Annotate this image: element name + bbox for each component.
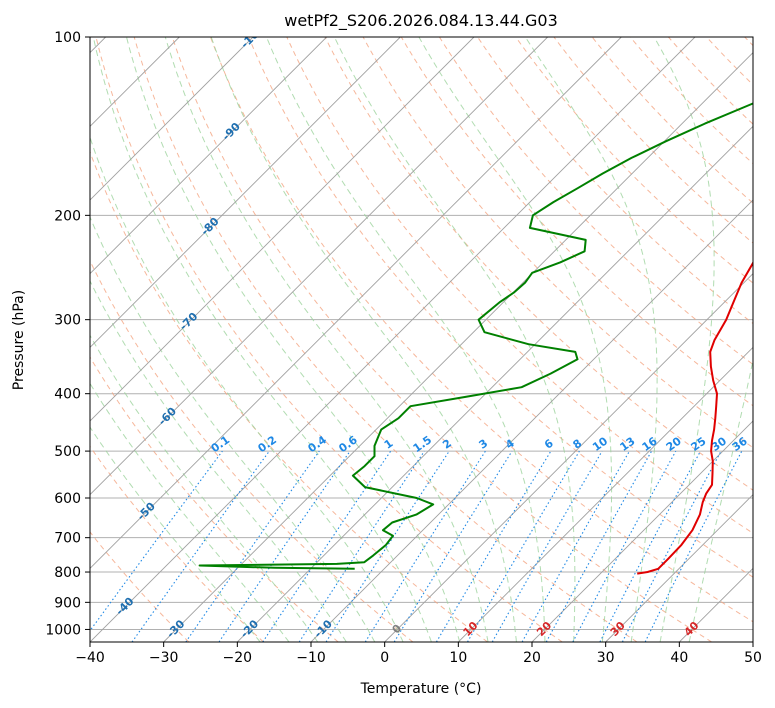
moist-adiabat-line: [90, 426, 261, 642]
x-tick-label: 20: [523, 650, 541, 666]
dry-adiabat-line: [248, 37, 753, 578]
moist-adiabat-line: [653, 37, 715, 642]
x-axis-label: Temperature (°C): [360, 681, 482, 697]
dry-adiabat-line: [90, 356, 339, 642]
y-tick-label: 500: [54, 444, 81, 460]
isotherm-line: [90, 37, 254, 201]
y-tick-label: 1000: [45, 622, 81, 638]
mixing-ratio-line: [218, 450, 351, 642]
chart-title: wetPf2_S206.2026.084.13.44.G03: [284, 11, 558, 31]
plot-frame: [89, 36, 754, 643]
moist-adiabat-line: [524, 37, 658, 642]
moist-adiabat-line: [418, 37, 613, 642]
x-tick-label: −30: [149, 650, 179, 666]
y-tick-label: 200: [54, 208, 81, 224]
x-tick-label: 10: [449, 650, 467, 666]
dry-adiabats: [90, 37, 753, 642]
isotherm-line: [90, 37, 548, 496]
y-tick-label: 300: [54, 313, 81, 329]
isotherm-line: [605, 494, 753, 642]
dry-adiabat-line: [90, 259, 414, 642]
moist-adiabat-line: [688, 358, 753, 642]
mixing-ratio-line: [90, 450, 223, 632]
mixing-ratio-line: [393, 450, 513, 642]
dry-adiabat-line: [324, 37, 753, 491]
moist-adiabat-line: [333, 37, 576, 642]
x-tick-label: −10: [296, 650, 326, 666]
x-tick-label: 0: [380, 650, 389, 666]
pressure-gridlines: [90, 37, 753, 630]
mixing-ratio-line: [644, 450, 743, 642]
moist-adiabat-line: [90, 334, 319, 642]
moist-adiabat-line: [92, 37, 432, 642]
moist-adiabat-line: [164, 37, 489, 642]
y-axis-label: Pressure (hPa): [11, 290, 27, 390]
y-tick-label: 900: [54, 595, 81, 611]
x-tick-label: −40: [75, 650, 105, 666]
isotherm-line: [458, 346, 753, 642]
dewpoint-line: [198, 102, 753, 570]
isotherm-line: [384, 273, 753, 642]
dry-adiabat-line: [400, 37, 753, 407]
moist-adiabat-line: [126, 37, 461, 642]
y-tick-label: 800: [54, 565, 81, 581]
isotherm-line: [310, 199, 753, 642]
dry-adiabat-line: [133, 37, 638, 642]
dry-adiabat-line: [210, 37, 753, 623]
isotherm-line: [163, 52, 753, 642]
x-tick-label: 30: [597, 650, 615, 666]
moist-adiabat-line: [90, 382, 290, 642]
x-tick-label: −20: [223, 650, 253, 666]
sounding-series: [198, 102, 753, 575]
y-axis-ticks: 100 200 300 400 500 600 700 800 900 1000: [45, 30, 90, 638]
isotherm-line: [90, 37, 696, 642]
temperature-line: [637, 261, 753, 575]
dry-adiabat-line: [95, 37, 563, 642]
y-tick-label: 400: [54, 387, 81, 403]
moist-adiabat-line: [210, 37, 517, 642]
y-tick-label: 700: [54, 531, 81, 547]
x-tick-label: 50: [744, 650, 762, 666]
mixing-ratio-line: [185, 450, 320, 642]
y-tick-label: 600: [54, 491, 81, 507]
moist-adiabat-line: [266, 37, 546, 642]
isotherm-line: [531, 420, 753, 642]
x-axis-ticks: −40 −30 −20 −10 0 10 20 30 40 50: [75, 642, 762, 666]
isotherm-line: [237, 125, 753, 642]
dry-adiabat-line: [286, 37, 753, 534]
mixing-ratio-line: [262, 450, 392, 642]
isotherm-line: [90, 37, 475, 422]
isotherms: [90, 37, 753, 642]
mixing-ratio-line: [572, 450, 677, 642]
dry-adiabat-line: [438, 37, 753, 366]
mixing-ratio-line: [521, 450, 630, 642]
mixing-ratio-line: [545, 450, 653, 642]
x-tick-label: 40: [670, 650, 688, 666]
mixing-ratio-line: [131, 450, 270, 642]
moist-adiabat-line: [90, 215, 376, 642]
isotherm-line: [90, 37, 401, 348]
isotherm-line: [90, 37, 327, 275]
mixing-ratio-line: [325, 450, 450, 642]
isotherm-line: [90, 37, 622, 569]
moist-adiabat-line: [90, 135, 404, 642]
dry-adiabat-line: [90, 531, 190, 642]
y-tick-label: 100: [54, 30, 81, 46]
